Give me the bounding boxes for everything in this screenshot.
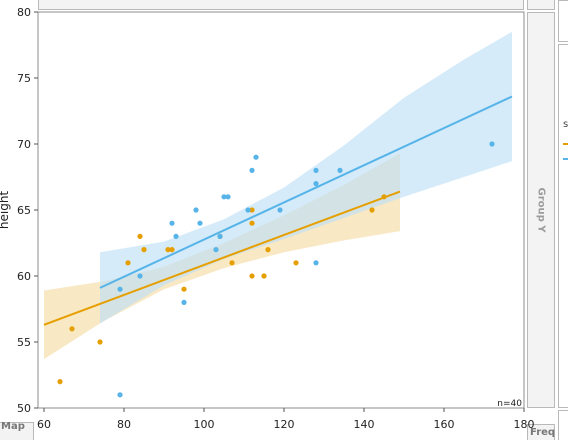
fit-lines bbox=[43, 95, 513, 326]
data-point[interactable] bbox=[249, 207, 255, 213]
legend-swatch-series-1 bbox=[563, 143, 568, 145]
data-point[interactable] bbox=[181, 286, 187, 292]
x-tick-label: 100 bbox=[194, 418, 215, 431]
y-tick-label: 50 bbox=[17, 402, 31, 415]
x-tick-label: 180 bbox=[514, 418, 535, 431]
data-point[interactable] bbox=[313, 260, 319, 266]
data-point[interactable] bbox=[69, 326, 75, 332]
legend-panel[interactable]: s bbox=[558, 44, 568, 408]
data-point[interactable] bbox=[193, 207, 199, 213]
data-point[interactable] bbox=[265, 247, 271, 253]
legend-swatch-series-2 bbox=[563, 158, 568, 160]
data-point[interactable] bbox=[337, 167, 343, 173]
data-point[interactable] bbox=[117, 392, 123, 398]
top-right-drop-zone[interactable] bbox=[527, 0, 555, 10]
confidence-band-series-2 bbox=[100, 31, 512, 324]
data-points bbox=[57, 141, 495, 398]
bottom-right-drop-zone[interactable] bbox=[558, 410, 568, 440]
data-point[interactable] bbox=[277, 207, 283, 213]
data-point[interactable] bbox=[221, 194, 227, 200]
data-point[interactable] bbox=[381, 194, 387, 200]
data-point[interactable] bbox=[213, 247, 219, 253]
fit-line-series-1 bbox=[43, 190, 401, 326]
data-point[interactable] bbox=[137, 233, 143, 239]
group-y-drop-zone[interactable]: Group Y bbox=[527, 12, 555, 408]
axes: 60 80 100 120 140 160 180 50 55 60 65 70 75 80 bbox=[17, 6, 535, 431]
data-point[interactable] bbox=[245, 207, 251, 213]
data-point[interactable] bbox=[313, 181, 319, 187]
freq-drop-zone[interactable] bbox=[527, 424, 555, 440]
data-point[interactable] bbox=[57, 379, 63, 385]
y-tick-label: 55 bbox=[17, 336, 31, 349]
y-tick-label: 65 bbox=[17, 204, 31, 217]
data-point[interactable] bbox=[169, 247, 175, 253]
data-point[interactable] bbox=[249, 220, 255, 226]
data-point[interactable] bbox=[249, 167, 255, 173]
data-point[interactable] bbox=[141, 247, 147, 253]
y-axis-title[interactable]: height bbox=[0, 191, 11, 230]
data-point[interactable] bbox=[225, 194, 231, 200]
data-point[interactable] bbox=[117, 286, 123, 292]
data-point[interactable] bbox=[313, 167, 319, 173]
data-point[interactable] bbox=[97, 339, 103, 345]
confidence-bands bbox=[44, 31, 512, 360]
x-drop-zone-top[interactable] bbox=[38, 0, 524, 10]
n-count-annotation: n=40 bbox=[497, 399, 522, 409]
map-label: Map bbox=[1, 421, 25, 432]
data-point[interactable] bbox=[229, 260, 235, 266]
x-tick-label: 60 bbox=[37, 418, 51, 431]
legend-top-box[interactable] bbox=[558, 0, 568, 42]
freq-label: Freq bbox=[530, 427, 556, 438]
fit-line-series-2 bbox=[99, 95, 513, 289]
y-tick-label: 70 bbox=[17, 138, 31, 151]
legend-title: s bbox=[563, 119, 568, 130]
data-point[interactable] bbox=[125, 260, 131, 266]
y-tick-label: 80 bbox=[17, 6, 31, 19]
data-point[interactable] bbox=[181, 299, 187, 305]
data-point[interactable] bbox=[489, 141, 495, 147]
x-tick-label: 120 bbox=[274, 418, 295, 431]
x-tick-label: 160 bbox=[434, 418, 455, 431]
data-point[interactable] bbox=[165, 247, 171, 253]
x-tick-label: 140 bbox=[354, 418, 375, 431]
data-point[interactable] bbox=[249, 273, 255, 279]
y-tick-label: 75 bbox=[17, 72, 31, 85]
y-tick-label: 60 bbox=[17, 270, 31, 283]
x-tick-label: 80 bbox=[117, 418, 131, 431]
data-point[interactable] bbox=[173, 233, 179, 239]
data-point[interactable] bbox=[137, 273, 143, 279]
data-point[interactable] bbox=[217, 233, 223, 239]
map-shape-drop-zone[interactable] bbox=[0, 422, 34, 440]
data-point[interactable] bbox=[261, 273, 267, 279]
data-point[interactable] bbox=[169, 220, 175, 226]
data-point[interactable] bbox=[253, 154, 259, 160]
data-point[interactable] bbox=[369, 207, 375, 213]
data-point[interactable] bbox=[197, 220, 203, 226]
data-point[interactable] bbox=[293, 260, 299, 266]
